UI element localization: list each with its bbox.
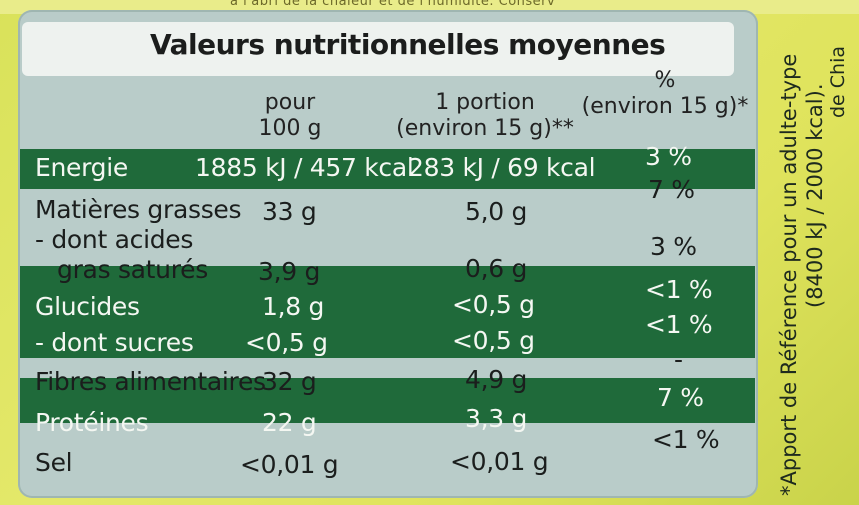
row-portion: <0,01 g [450, 447, 549, 476]
table-title: Valeurs nutritionnelles moyennes [150, 28, 666, 61]
row-pct: <1 % [645, 310, 713, 339]
row-portion: <0,5 g [452, 290, 535, 319]
row-pct: <1 % [652, 425, 720, 454]
header-per100-line2: 100 g [258, 116, 322, 141]
row-pct: 7 % [657, 383, 704, 412]
row-per100: 1,8 g [262, 292, 325, 321]
row-pct: 7 % [648, 175, 695, 204]
row-label: Glucides [35, 292, 140, 321]
row-portion: 4,9 g [465, 365, 528, 394]
row-portion: 5,0 g [465, 197, 528, 226]
band-glucides [20, 266, 755, 358]
header-portion-line2: (environ 15 g)** [396, 116, 574, 141]
row-label: - dont acides [35, 225, 194, 254]
header-portion-line1: 1 portion [435, 90, 535, 115]
title-box [22, 22, 734, 76]
top-text: à l'abri de la chaleur et de l'humidité.… [230, 0, 556, 9]
footnote-line1: *Apport de Référence pour un adulte-type [777, 53, 801, 496]
row-portion: 3,3 g [465, 404, 528, 433]
row-portion: <0,5 g [452, 326, 535, 355]
header-pct-line2: (environ 15 g)* [581, 94, 749, 119]
row-label: Protéines [35, 408, 149, 437]
row-per100: 3,9 g [258, 257, 321, 286]
row-label: Matières grasses [35, 195, 242, 224]
row-pct: 3 % [645, 142, 692, 171]
row-per100: 1885 kJ / 457 kcal [195, 153, 414, 182]
band-energie [20, 149, 755, 189]
row-label: - dont sucres [35, 328, 194, 357]
row-pct: 3 % [650, 232, 697, 261]
side-footnote: *Apport de Référence pour un adulte-type… [775, 8, 849, 498]
row-label: Energie [35, 153, 128, 182]
footnote-line3: de Chia [827, 45, 849, 118]
footnote-line2: (8400 kJ / 2000 kcal). [803, 83, 827, 309]
row-portion: 283 kJ / 69 kcal [408, 153, 596, 182]
row-per100: 22 g [262, 408, 317, 437]
row-label: Sel [35, 448, 73, 477]
row-per100: <0,5 g [245, 328, 328, 357]
header-pct-line1: % [654, 68, 676, 93]
row-portion: 0,6 g [465, 254, 528, 283]
header-portion: 1 portion (environ 15 g)** [395, 90, 575, 142]
row-pct: - [674, 345, 683, 374]
row-label-line2: gras saturés [57, 255, 208, 284]
row-label: Fibres alimentaires [35, 367, 266, 396]
header-per100: pour 100 g [245, 90, 335, 142]
row-per100: 32 g [262, 367, 317, 396]
row-pct: <1 % [645, 275, 713, 304]
header-per100-line1: pour [264, 90, 316, 115]
row-per100: 33 g [262, 197, 317, 226]
band-proteines [20, 378, 755, 423]
header-pct: % (environ 15 g)* [580, 68, 750, 120]
row-per100: <0,01 g [240, 450, 339, 479]
